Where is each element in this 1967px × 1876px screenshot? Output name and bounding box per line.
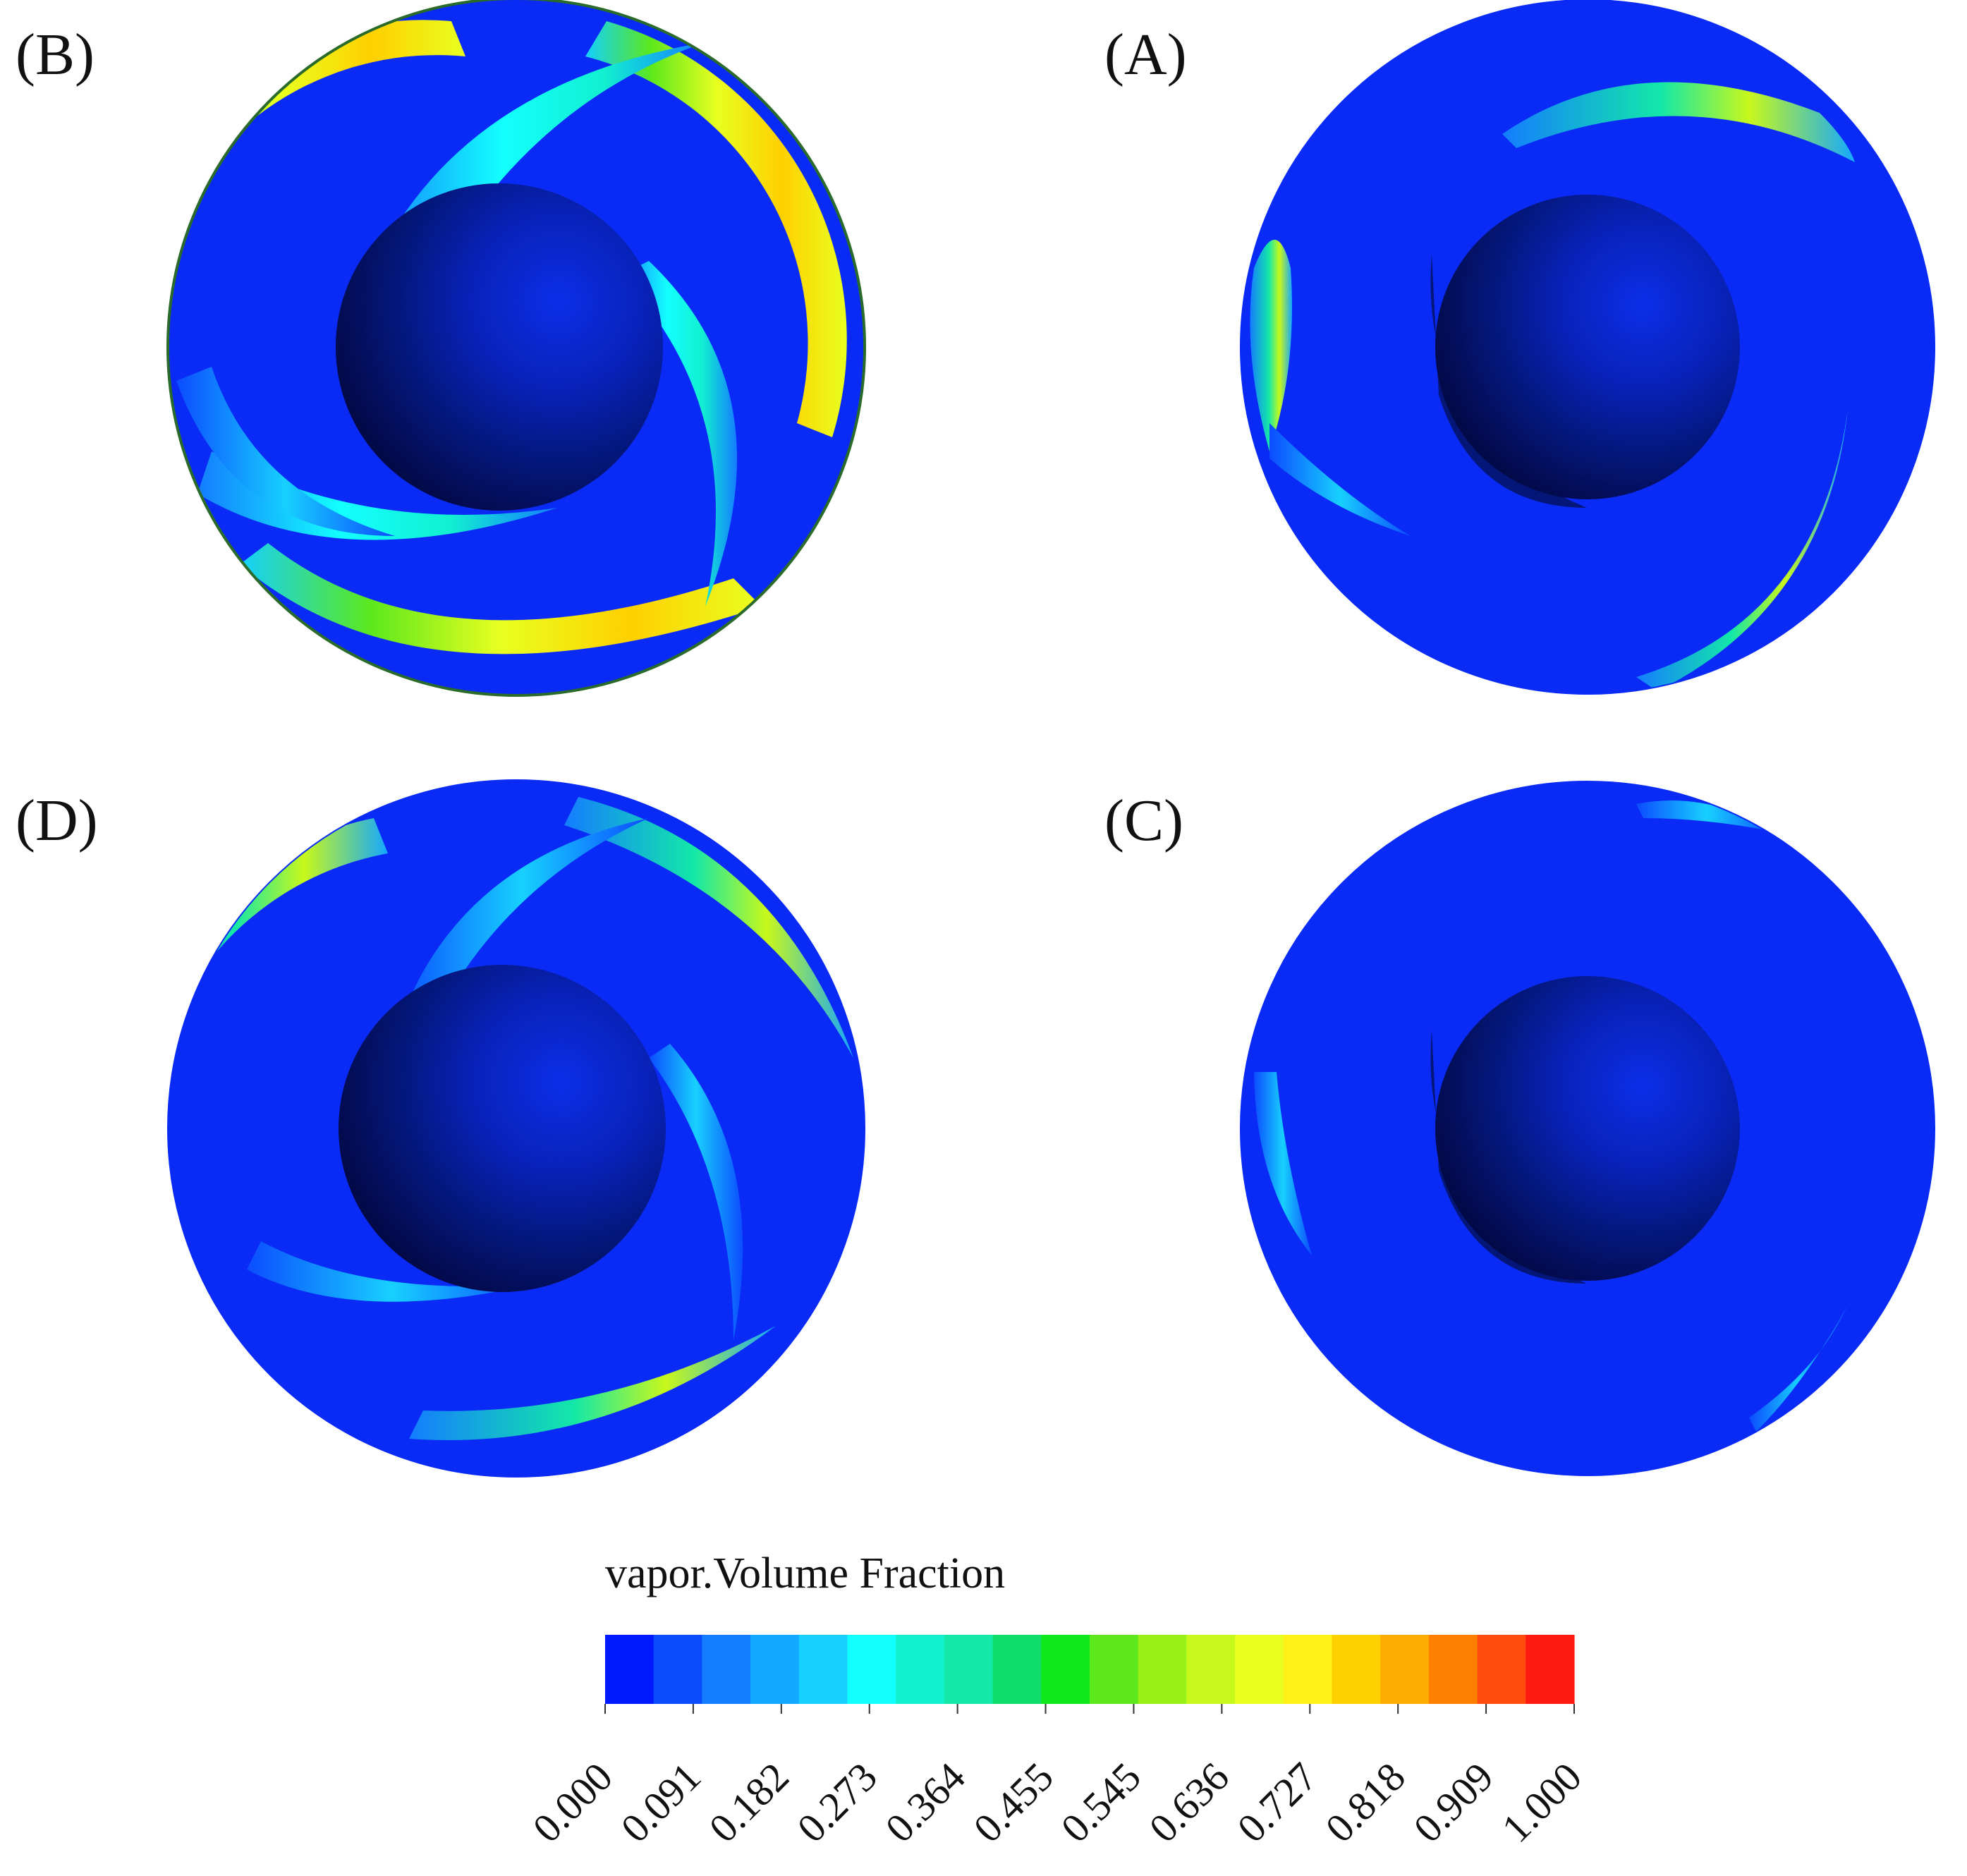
legend-swatch <box>992 1635 1042 1704</box>
panel-label-a: (A) <box>1104 22 1187 87</box>
legend-color-bar <box>605 1635 1575 1704</box>
panel-label-b: (B) <box>16 22 95 87</box>
legend-swatch <box>1283 1635 1333 1704</box>
legend-swatch <box>702 1635 751 1704</box>
legend-swatch <box>1235 1635 1284 1704</box>
legend-swatch <box>798 1635 848 1704</box>
legend-swatch <box>1138 1635 1187 1704</box>
legend-swatch <box>653 1635 702 1704</box>
legend-title: vapor.Volume Fraction <box>605 1549 1006 1597</box>
legend-swatch <box>1526 1635 1575 1704</box>
legend-swatch <box>1041 1635 1090 1704</box>
legend-swatch <box>1477 1635 1526 1704</box>
legend-swatch <box>944 1635 994 1704</box>
panel-b-contour <box>166 0 866 697</box>
panel-c-contour <box>1240 781 1935 1476</box>
panel-label-c: (C) <box>1104 788 1183 853</box>
legend-tick-marks <box>604 1704 1575 1714</box>
legend-swatch <box>605 1635 654 1704</box>
panel-a-contour <box>1240 0 1935 695</box>
legend-swatch <box>847 1635 896 1704</box>
legend-swatch <box>1380 1635 1430 1704</box>
legend-swatch <box>750 1635 800 1704</box>
legend-swatch <box>1428 1635 1478 1704</box>
panel-label-d: (D) <box>16 788 98 853</box>
legend-swatch <box>896 1635 945 1704</box>
panel-d-contour <box>167 779 865 1478</box>
legend-swatch <box>1090 1635 1139 1704</box>
legend-swatch <box>1332 1635 1381 1704</box>
legend-swatch <box>1186 1635 1236 1704</box>
